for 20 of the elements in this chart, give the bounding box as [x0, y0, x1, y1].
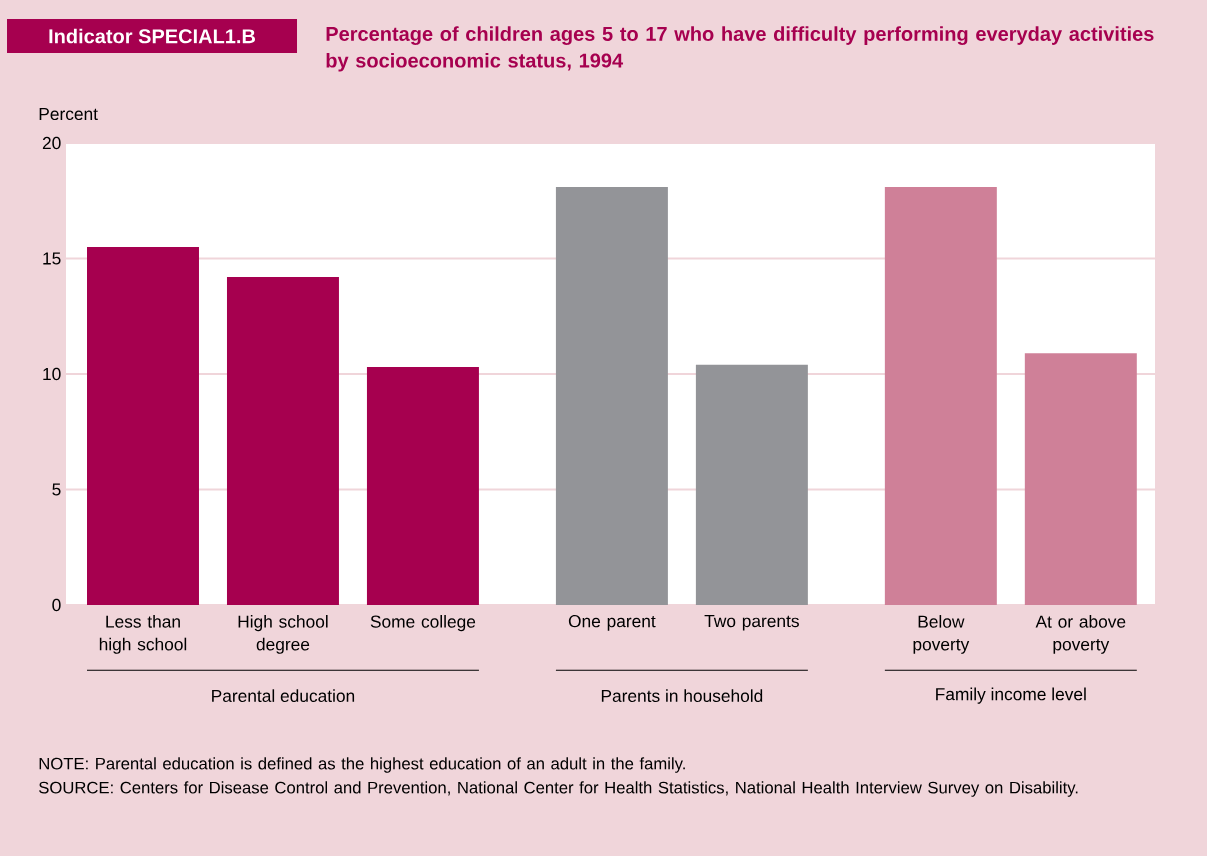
- source-note: SOURCE: Centers for Disease Control and Prevention, National Center for Health Statistics, National Health Interview Survey on Disability.: [39, 781, 1078, 797]
- text: Parents in household: [601, 689, 763, 703]
- x-tick-label: High school degree: [238, 615, 328, 654]
- x-tick-label: Below poverty: [913, 615, 970, 654]
- chart-title: Indicator SPECIAL1.B: [49, 28, 255, 44]
- x-tick-label: Two parents: [704, 615, 799, 631]
- chart-subtitle: Percentage of children ages 5 to 17 who have difficulty performing everyday activities by socioeconomic status, 1994: [326, 26, 1154, 72]
- y-tick-label: 0: [52, 598, 61, 612]
- y-tick-label: 5: [52, 483, 61, 496]
- y-tick-label: 10: [43, 367, 61, 381]
- text: Parental education: [212, 689, 355, 703]
- text: Family income level: [936, 687, 1086, 704]
- y-tick-label: 20: [42, 136, 61, 150]
- x-tick-label: Less than high school: [99, 615, 187, 654]
- x-tick-label: Some college: [370, 615, 476, 632]
- y-axis-title: Percent: [39, 107, 98, 121]
- y-tick-label: 15: [43, 252, 61, 265]
- x-tick-label: One parent: [568, 615, 656, 631]
- text: NOTE: Parental education is defined as the highest education of an adult in the family.: [39, 757, 685, 773]
- x-tick-label: At or above poverty: [1035, 615, 1126, 654]
